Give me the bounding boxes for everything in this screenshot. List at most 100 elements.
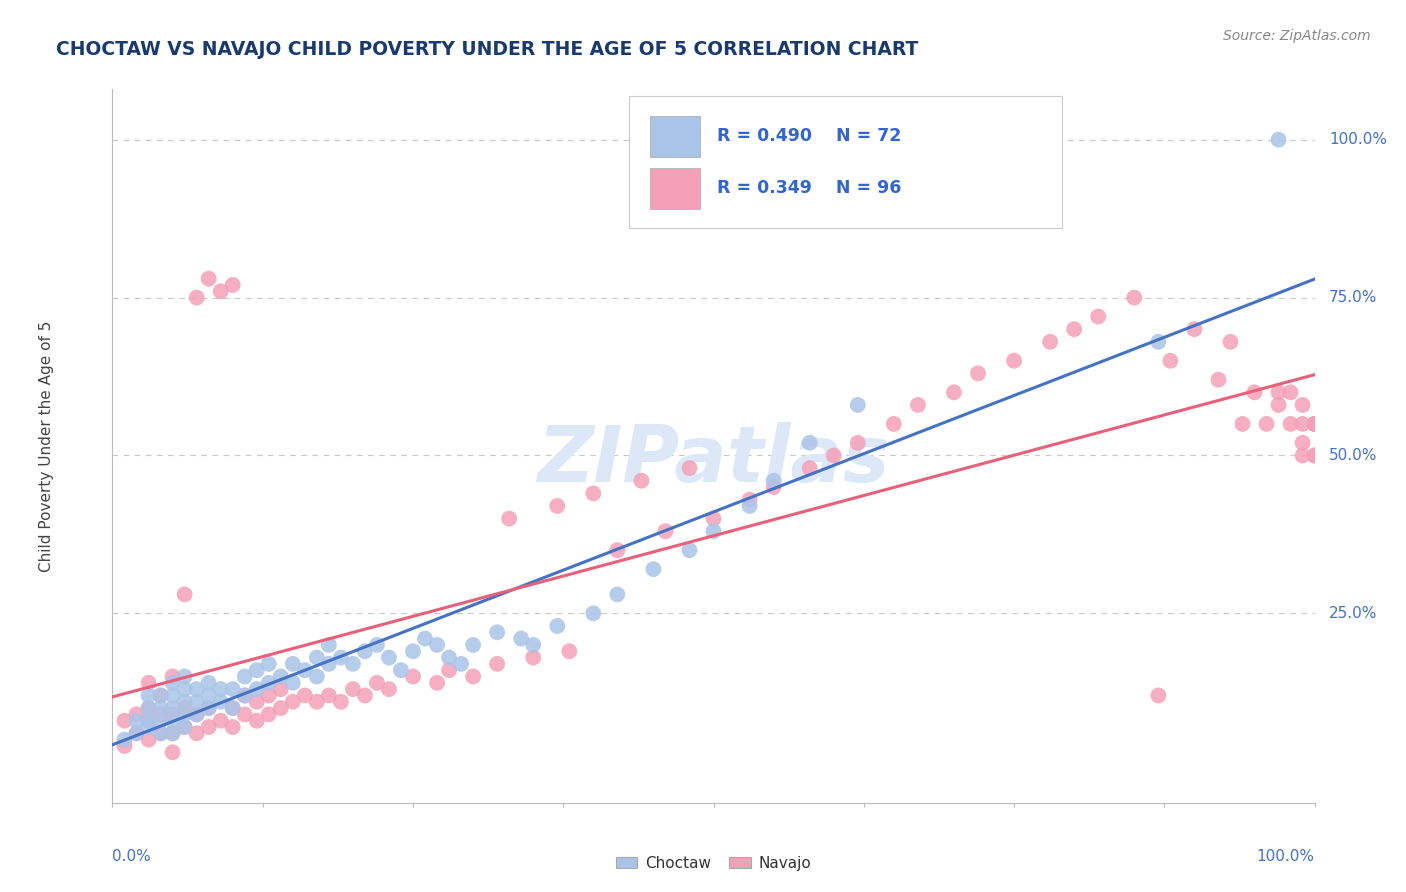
Point — [486, 657, 509, 671]
Point — [294, 663, 316, 677]
Point — [883, 417, 905, 431]
Point — [257, 689, 280, 703]
Point — [270, 701, 292, 715]
Point — [173, 701, 195, 715]
Point — [846, 435, 869, 450]
Point — [318, 689, 340, 703]
Point — [222, 720, 245, 734]
Text: 50.0%: 50.0% — [1329, 448, 1378, 463]
Point — [1002, 353, 1025, 368]
Point — [125, 726, 148, 740]
Point — [630, 474, 652, 488]
Point — [582, 486, 605, 500]
Point — [342, 682, 364, 697]
Point — [702, 524, 725, 539]
Text: 0.0%: 0.0% — [112, 849, 152, 864]
Point — [389, 663, 412, 677]
Point — [186, 291, 208, 305]
Point — [233, 689, 256, 703]
Point — [461, 638, 484, 652]
Point — [222, 277, 245, 292]
Point — [546, 499, 568, 513]
Text: Child Poverty Under the Age of 5: Child Poverty Under the Age of 5 — [39, 320, 53, 572]
Text: 25.0%: 25.0% — [1329, 606, 1378, 621]
Point — [186, 707, 208, 722]
Point — [162, 714, 184, 728]
Point — [402, 669, 425, 683]
Point — [149, 689, 172, 703]
Point — [738, 492, 761, 507]
Point — [162, 726, 184, 740]
Point — [173, 707, 195, 722]
Point — [678, 461, 700, 475]
Point — [450, 657, 472, 671]
Point — [1147, 334, 1170, 349]
FancyBboxPatch shape — [630, 96, 1062, 228]
Point — [149, 726, 172, 740]
Point — [233, 707, 256, 722]
Point — [643, 562, 665, 576]
Point — [125, 707, 148, 722]
Point — [281, 695, 304, 709]
Point — [1147, 689, 1170, 703]
Point — [125, 726, 148, 740]
Point — [294, 689, 316, 703]
Point — [114, 739, 136, 753]
Point — [329, 695, 352, 709]
Point — [138, 689, 160, 703]
Point — [1267, 385, 1289, 400]
Point — [967, 367, 990, 381]
Bar — [650, 168, 700, 209]
Point — [486, 625, 509, 640]
Point — [1291, 398, 1313, 412]
Point — [114, 732, 136, 747]
Point — [702, 511, 725, 525]
Point — [402, 644, 425, 658]
Text: ZIPatlas: ZIPatlas — [537, 422, 890, 499]
Point — [162, 707, 184, 722]
Point — [1279, 385, 1302, 400]
Point — [366, 638, 388, 652]
Point — [413, 632, 436, 646]
Point — [246, 714, 269, 728]
Point — [209, 682, 232, 697]
Point — [342, 657, 364, 671]
Point — [1208, 373, 1230, 387]
Point — [209, 695, 232, 709]
Point — [138, 675, 160, 690]
Point — [186, 695, 208, 709]
Point — [186, 682, 208, 697]
Point — [305, 695, 328, 709]
Point — [318, 638, 340, 652]
Point — [173, 682, 195, 697]
Point — [354, 644, 377, 658]
Point — [522, 638, 544, 652]
Point — [426, 638, 449, 652]
Point — [558, 644, 581, 658]
Point — [246, 695, 269, 709]
Point — [257, 707, 280, 722]
Point — [197, 701, 219, 715]
Point — [257, 657, 280, 671]
Point — [186, 726, 208, 740]
Text: 100.0%: 100.0% — [1329, 132, 1388, 147]
Point — [173, 669, 195, 683]
Point — [678, 543, 700, 558]
Point — [1159, 353, 1181, 368]
Point — [1291, 435, 1313, 450]
Point — [606, 543, 628, 558]
Point — [197, 701, 219, 715]
Point — [354, 689, 377, 703]
Point — [197, 689, 219, 703]
Point — [1291, 417, 1313, 431]
Point — [209, 285, 232, 299]
Point — [1063, 322, 1085, 336]
Point — [162, 701, 184, 715]
Point — [378, 650, 401, 665]
Point — [799, 435, 821, 450]
Point — [1279, 417, 1302, 431]
Point — [1243, 385, 1265, 400]
Point — [318, 657, 340, 671]
Point — [197, 675, 219, 690]
Point — [281, 657, 304, 671]
